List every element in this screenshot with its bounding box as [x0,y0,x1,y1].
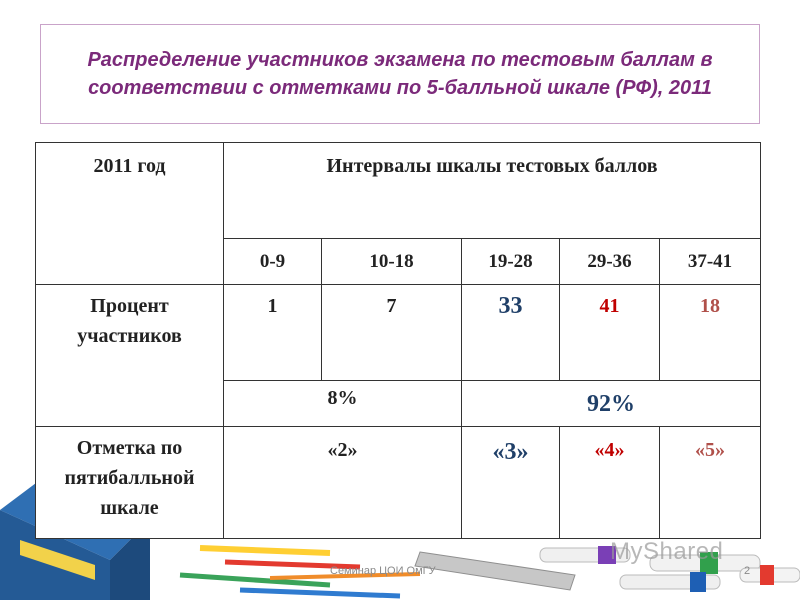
mark-cell: «2» [223,426,462,539]
summary-high: 92% [460,380,762,427]
table-row: 0-9 10-18 19-28 29-36 37-41 [36,238,762,285]
mark-cell: «4» [559,426,660,539]
footer-text: Семинар ЦОИ ОмГУ [330,565,436,577]
distribution-table: 2011 год Интервалы шкалы тестовых баллов… [35,142,762,539]
slide-title: Распределение участников экзамена по тес… [87,49,713,99]
range-cell: 0-9 [223,238,322,285]
intervals-header: Интервалы шкалы тестовых баллов [222,142,762,239]
table-row: Отметка по пятибалльной шкале «2» «3» «4… [35,426,762,539]
percent-value: 41 [559,284,660,381]
table-row: 8% 92% [36,380,762,427]
mark-cell: «5» [658,426,762,539]
range-cell: 29-36 [559,238,660,285]
range-cell: 10-18 [321,238,462,285]
mark-label: Отметка по пятибалльной шкале [35,426,224,539]
percent-label: Процент участников [35,284,224,427]
percent-value: 1 [223,284,322,381]
year-header: 2011 год [35,142,224,285]
page-number: 2 [744,565,751,577]
table-row: 2011 год Интервалы шкалы тестовых баллов [35,142,762,285]
range-cell: 37-41 [658,238,762,285]
percent-value: 33 [461,284,560,381]
title-box: Распределение участников экзамена по тес… [40,24,760,124]
percent-value: 18 [658,284,762,381]
watermark: MyShared [610,538,724,565]
percent-value: 7 [321,284,462,381]
mark-cell: «3» [461,426,560,539]
range-cell: 19-28 [461,238,560,285]
table-row: Процент участников 1 7 33 41 18 [35,284,762,427]
summary-low: 8% [223,380,462,427]
